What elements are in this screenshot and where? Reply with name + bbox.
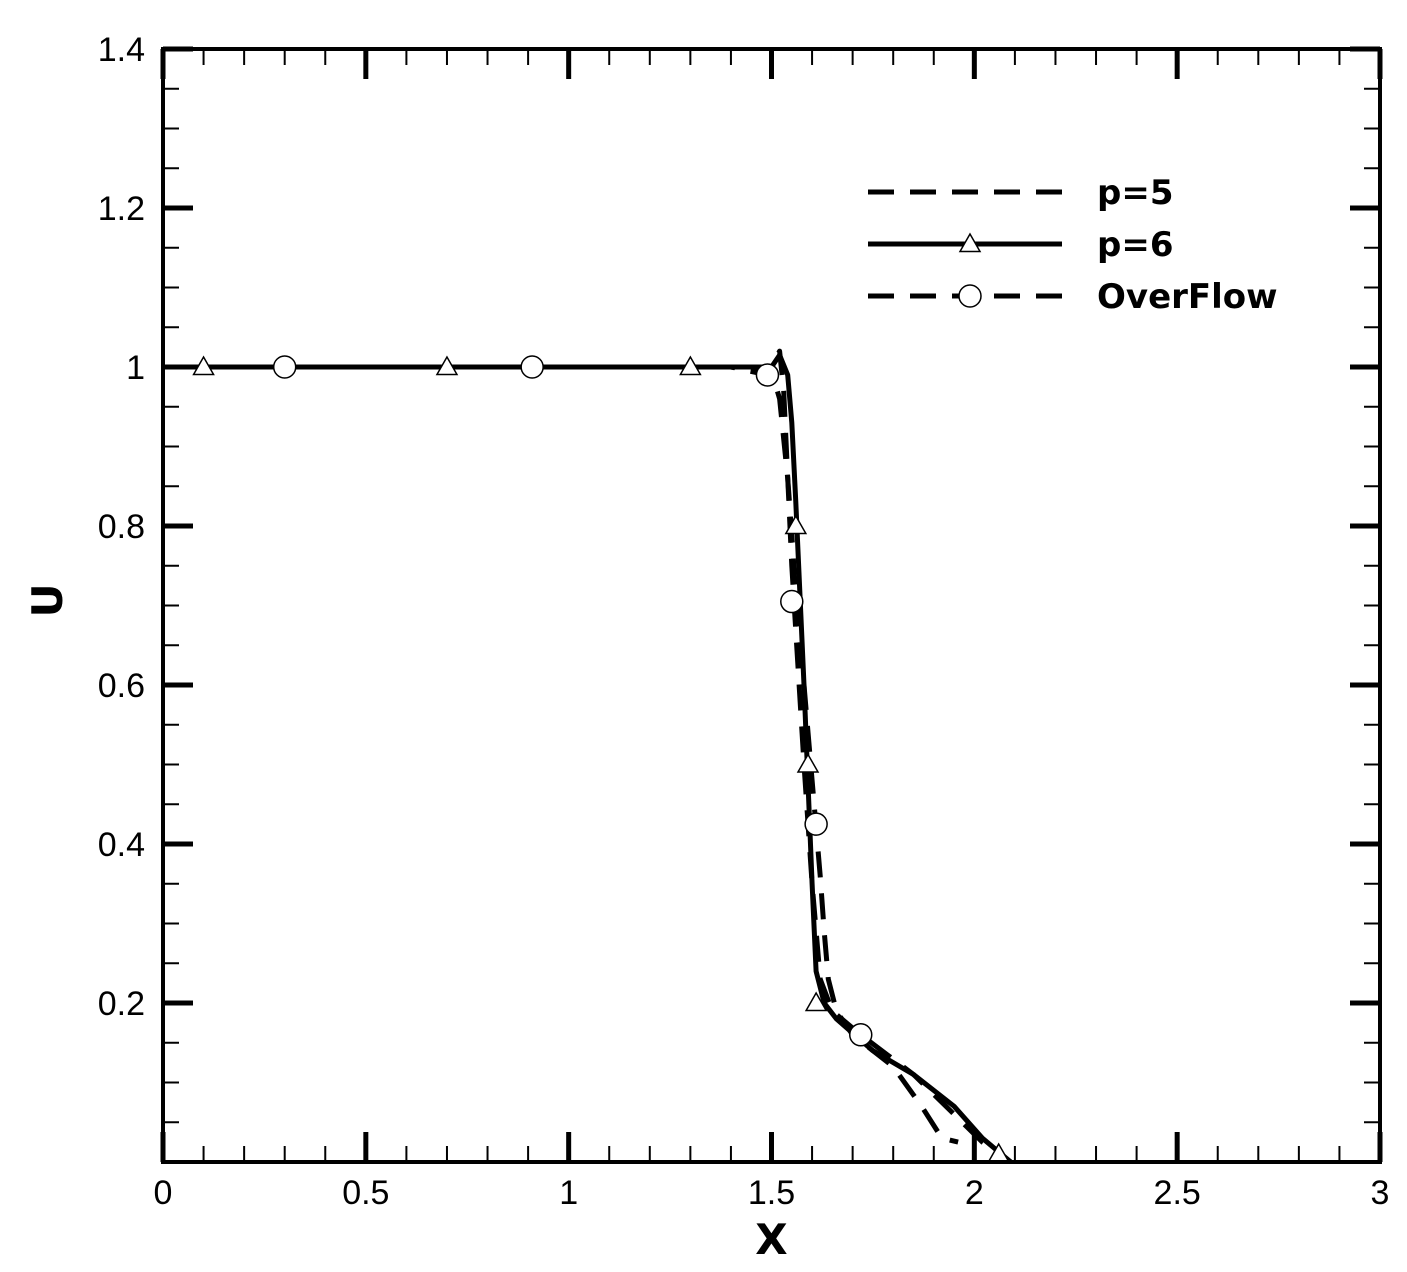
major-ticks [160, 46, 1383, 1162]
circle-marker [272, 355, 297, 379]
circle-marker [755, 363, 780, 387]
x-tick-label: 2 [965, 1174, 984, 1212]
triangle-marker [804, 991, 828, 1012]
markers-layer [192, 355, 1010, 1163]
legend: p=5 p=6 OverFlow [868, 173, 1278, 317]
triangle-marker [435, 355, 459, 376]
plot-frame [161, 47, 1382, 1164]
y-axis-title: U [23, 583, 72, 617]
y-tick-label: 1.2 [98, 190, 145, 228]
y-tick-label: 0.6 [98, 667, 145, 705]
triangle-marker [784, 514, 808, 535]
x-tick-label: 1.5 [748, 1174, 795, 1212]
circle-marker [848, 1023, 873, 1047]
legend-label: OverFlow [1097, 277, 1278, 317]
tick-labels: 0 0.5 1 1.5 2 2.5 3 0.2 0.4 0.6 0.8 1 1.2 1.4 [98, 31, 1390, 1212]
series-line [163, 364, 959, 1145]
x-tick-label: 3 [1371, 1174, 1390, 1212]
triangle-marker [679, 355, 702, 376]
y-tick-label: 0.4 [98, 826, 145, 864]
circle-marker [958, 284, 982, 308]
circle-marker [780, 589, 804, 614]
series-line [163, 352, 1013, 1164]
triangle-marker [958, 232, 982, 253]
x-axis-title: X [755, 1215, 787, 1264]
legend-label: p=6 [1097, 225, 1173, 265]
x-tick-label: 0.5 [342, 1174, 389, 1212]
y-tick-label: 0.8 [98, 508, 145, 546]
x-tick-label: 1 [559, 1174, 578, 1212]
legend-label: p=5 [1097, 173, 1173, 213]
x-tick-label: 0 [154, 1174, 173, 1212]
x-tick-label: 2.5 [1154, 1174, 1201, 1212]
y-tick-label: 1.4 [98, 31, 145, 69]
y-tick-label: 1 [126, 349, 145, 387]
triangle-marker [192, 355, 215, 376]
circle-marker [804, 812, 828, 836]
circle-marker [520, 355, 544, 379]
series-line [163, 348, 1013, 1165]
minor-ticks [162, 48, 1381, 1163]
series-layer [163, 348, 1013, 1165]
y-tick-label: 0.2 [98, 985, 145, 1023]
triangle-marker [796, 752, 820, 773]
